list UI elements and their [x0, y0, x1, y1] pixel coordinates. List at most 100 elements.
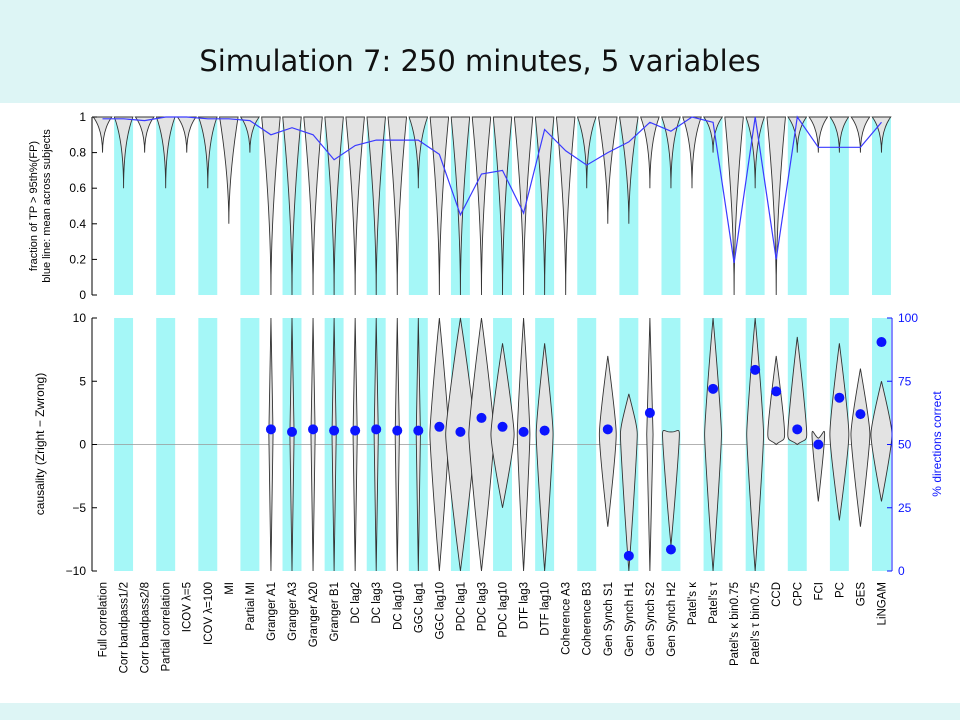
x-tick-label-patel-s: Patel's κ — [687, 582, 699, 625]
dot-patel-s-bin0-75 — [750, 364, 761, 375]
y-tick-label-top: 0.6 — [69, 181, 86, 195]
violin-top-granger-a1 — [261, 116, 281, 296]
violin-top-pdc-lag1 — [450, 116, 471, 296]
violin-top-icov-5 — [176, 116, 197, 153]
violin-bottom-patel-s — [704, 317, 722, 572]
band-top — [745, 117, 765, 295]
y-tick-label-top: 0.8 — [69, 146, 86, 160]
band-top — [114, 117, 134, 295]
violin-top-pc — [829, 116, 850, 153]
violin-top-gen-synch-s1 — [597, 116, 618, 224]
dot-dtf-lag10 — [539, 425, 550, 436]
x-tick-label-icov-100: ICOV λ=100 — [203, 582, 215, 645]
violin-top-icov-100 — [197, 116, 218, 189]
dot-cpc — [792, 424, 803, 435]
dot-granger-a20 — [308, 424, 319, 435]
x-tick-label-dc-lag2: DC lag2 — [350, 582, 362, 624]
dot-dc-lag2 — [350, 425, 361, 436]
violin-top-dc-lag2 — [345, 116, 365, 296]
slide-title: Simulation 7: 250 minutes, 5 variables — [199, 44, 761, 78]
violin-top-granger-a20 — [303, 116, 323, 296]
dot-pc — [834, 392, 845, 403]
x-tick-label-granger-a20: Granger A20 — [308, 582, 320, 647]
y-tick-label-bottom: 0 — [79, 438, 86, 452]
x-tick-label-granger-a1: Granger A1 — [266, 582, 278, 641]
dot-gen-synch-h1 — [623, 550, 634, 561]
x-tick-label-mi: MI — [224, 582, 236, 595]
violin-top-partial-correlation — [155, 116, 176, 189]
dot-ggc-lag1 — [413, 425, 424, 436]
violin-top-ggc-lag10 — [429, 116, 450, 296]
x-tick-label-full-correlation: Full correlation — [98, 582, 110, 657]
violin-top-coherence-b3 — [576, 116, 597, 189]
x-tick-label-dc-lag10: DC lag10 — [392, 582, 404, 630]
violin-bottom-pc — [829, 343, 850, 521]
y-tick-label-top: 1 — [79, 110, 86, 124]
violin-bottom-dc-lag3 — [373, 317, 379, 572]
y-tick-label-right: 0 — [898, 564, 905, 578]
x-tick-label-granger-a3: Granger A3 — [287, 582, 299, 641]
x-tick-label-fci: FCI — [813, 582, 825, 601]
x-tick-label-patel-s: Patel's τ — [708, 582, 720, 624]
violin-top-gen-synch-h2 — [661, 116, 681, 189]
band-top — [240, 117, 260, 295]
x-tick-label-corr-bandpass1-2: Corr bandpass1/2 — [119, 582, 131, 673]
x-tick-label-icov-5: ICOV λ=5 — [182, 582, 194, 632]
x-tick-label-ggc-lag10: GGC lag10 — [434, 582, 446, 640]
violin-bottom-ccd — [767, 355, 786, 446]
x-tick-label-coherence-b3: Coherence B3 — [582, 582, 594, 656]
dot-dc-lag3 — [371, 424, 382, 435]
violin-bottom-pdc-lag3 — [468, 317, 495, 572]
violin-bottom-patel-s-bin0-75 — [746, 317, 765, 572]
y-tick-label-bottom: −5 — [72, 501, 86, 515]
y-axis-label-top-line: blue line: mean across subjects — [41, 129, 53, 283]
x-tick-label-pdc-lag10: PDC lag10 — [498, 582, 510, 638]
dot-granger-a3 — [287, 426, 297, 437]
dot-granger-a1 — [265, 424, 276, 435]
band-top — [408, 117, 428, 295]
dot-ges — [855, 409, 866, 420]
violin-bottom-granger-a1 — [268, 317, 274, 572]
band-top — [156, 117, 176, 295]
violin-bottom-ggc-lag1 — [415, 317, 421, 572]
violin-top-corr-bandpass1-2 — [113, 116, 134, 189]
violin-top-dc-lag3 — [366, 116, 386, 296]
x-tick-label-pdc-lag3: PDC lag3 — [476, 582, 488, 631]
x-tick-label-ges: GES — [855, 582, 867, 607]
x-tick-label-dtf-lag10: DTF lag10 — [540, 582, 552, 636]
band-top — [198, 117, 218, 295]
dot-dtf-lag3 — [518, 426, 529, 437]
violin-bottom-granger-b1 — [331, 317, 337, 572]
y-axis-label-right: % directions correct — [930, 391, 944, 497]
dot-dc-lag10 — [392, 425, 403, 436]
violin-bottom-dtf-lag10 — [535, 343, 554, 572]
violin-top-pdc-lag10 — [492, 116, 513, 296]
y-tick-label-bottom: 5 — [79, 374, 86, 388]
dot-patel-s — [708, 383, 719, 394]
violin-bottom-cpc — [787, 336, 808, 446]
dot-ccd — [771, 386, 782, 397]
x-tick-label-patel-s-bin0-75: Patel's τ bin0.75 — [750, 582, 762, 665]
x-tick-label-gen-synch-s1: Gen Synch S1 — [603, 582, 615, 656]
x-tick-label-dtf-lag3: DTF lag3 — [519, 582, 531, 629]
violin-top-partial-mi — [239, 116, 261, 153]
x-tick-label-ccd: CCD — [771, 582, 783, 607]
x-tick-label-granger-b1: Granger B1 — [329, 582, 341, 641]
x-tick-label-patel-s-bin0-75: Patel's κ bin0.75 — [729, 582, 741, 666]
violin-bottom-gen-synch-s2 — [646, 317, 654, 572]
band-top — [787, 117, 807, 295]
violin-bottom-granger-a3 — [289, 317, 295, 572]
y-tick-label-bottom: 10 — [73, 311, 87, 325]
violin-top-dc-lag10 — [387, 116, 408, 296]
dot-pdc-lag1 — [455, 426, 466, 437]
violin-top-patel-s-bin0-75 — [724, 116, 744, 296]
y-axis-label-bottom: causality (Zright − Zwrong) — [33, 373, 47, 515]
violin-top-corr-bandpass2-8 — [134, 116, 155, 153]
title-banner — [0, 0, 960, 103]
violin-top-ges — [850, 116, 871, 153]
dot-lingam — [876, 337, 887, 348]
violin-bottom-fci — [811, 430, 826, 502]
x-tick-label-partial-mi: Partial MI — [245, 582, 257, 631]
dot-ggc-lag10 — [434, 421, 445, 432]
violin-top-coherence-a3 — [555, 116, 576, 296]
